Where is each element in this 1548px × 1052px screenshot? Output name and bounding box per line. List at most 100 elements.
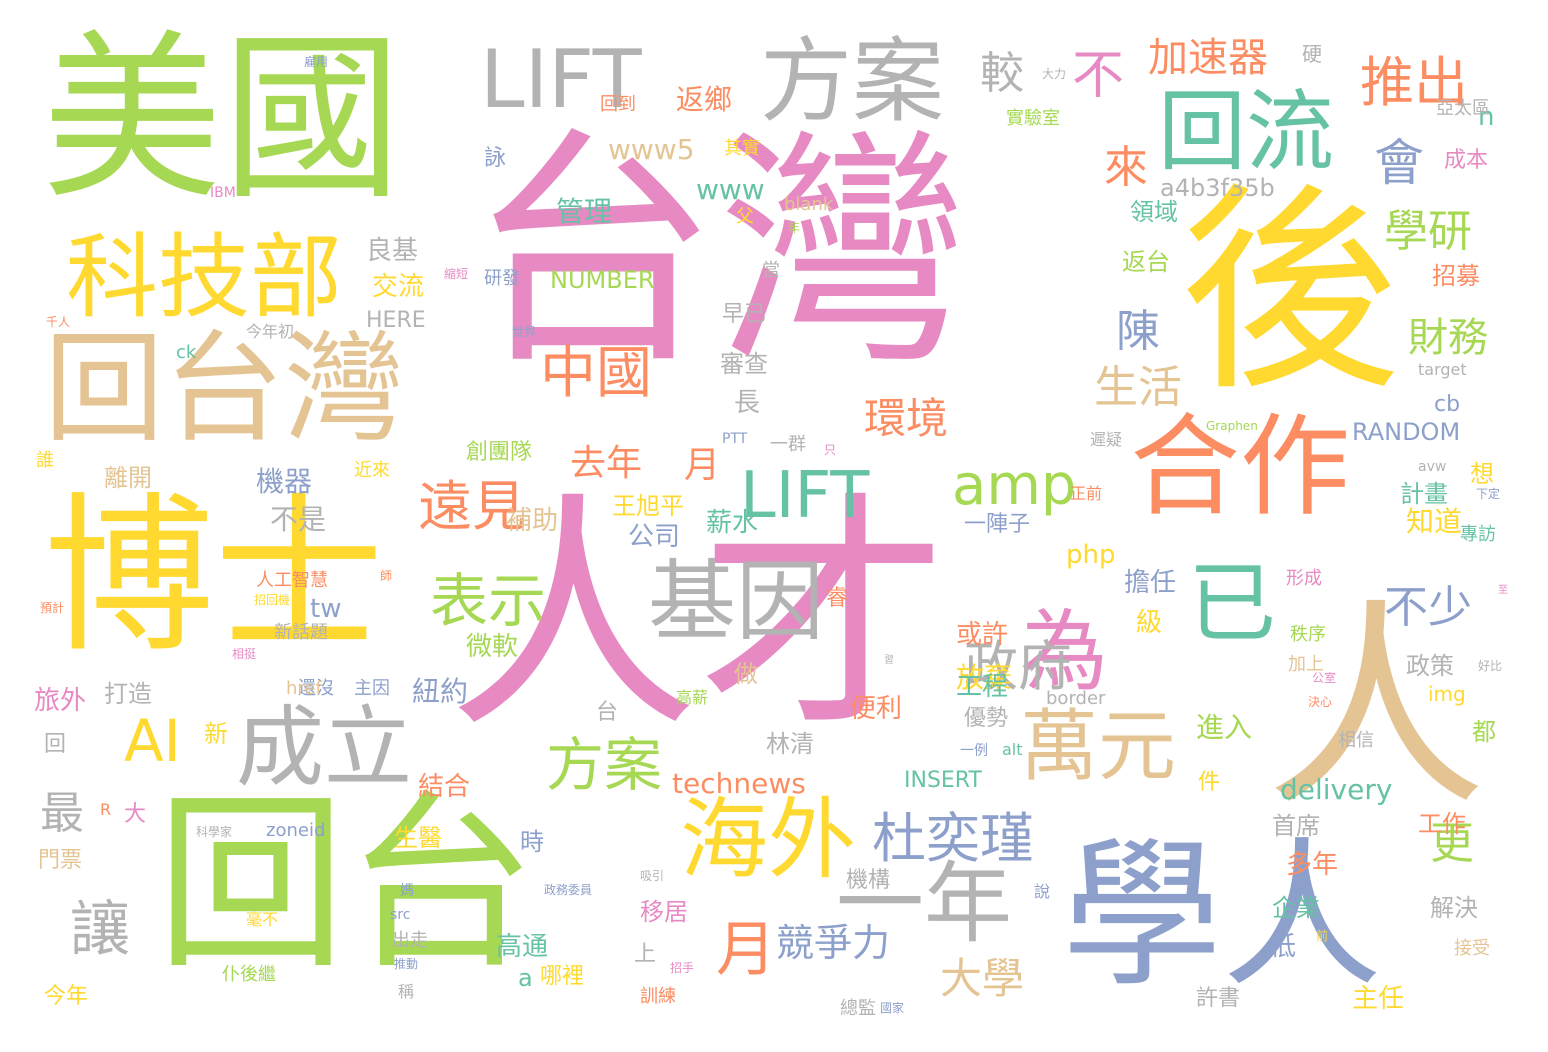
word: border bbox=[1046, 688, 1106, 709]
word: 返鄉 bbox=[676, 83, 733, 116]
word: 中國 bbox=[540, 341, 652, 406]
word: 至 bbox=[1498, 585, 1508, 596]
word: Graphen bbox=[1206, 419, 1258, 433]
word: 仆後繼 bbox=[222, 964, 276, 985]
word: 讓 bbox=[70, 895, 130, 965]
word: img bbox=[1428, 682, 1466, 706]
word: 招募 bbox=[1432, 262, 1480, 290]
word: 結合 bbox=[418, 772, 471, 802]
word: RANDOM bbox=[1352, 418, 1461, 446]
word: 生醫 bbox=[394, 824, 442, 852]
word: 級 bbox=[1136, 608, 1163, 638]
word: 世界 bbox=[512, 325, 537, 339]
word: 財務 bbox=[1408, 315, 1488, 361]
word: 遠見 bbox=[418, 475, 526, 538]
word: 美國 bbox=[42, 15, 403, 224]
word: 旅外 bbox=[34, 686, 87, 716]
word: 首席 bbox=[1272, 812, 1320, 840]
word: ck bbox=[176, 342, 197, 363]
word: 出走 bbox=[392, 930, 428, 951]
word: cb bbox=[1434, 392, 1461, 417]
word: 去年 bbox=[570, 443, 643, 484]
word: 詠 bbox=[484, 146, 507, 171]
word: 師 bbox=[380, 569, 393, 583]
word: 表示 bbox=[430, 567, 547, 635]
word: 一例 bbox=[960, 743, 988, 759]
word: 較 bbox=[980, 48, 1024, 99]
word: n bbox=[1478, 102, 1495, 132]
word: 良基 bbox=[366, 236, 419, 266]
word: 亞太區 bbox=[1436, 98, 1490, 119]
word: 政務委員 bbox=[544, 883, 593, 897]
word: 為 bbox=[1020, 600, 1109, 703]
word: 生活 bbox=[1094, 362, 1182, 413]
word: 一陣子 bbox=[964, 512, 1031, 537]
word: 吸引 bbox=[640, 869, 665, 883]
word: 進入 bbox=[1196, 711, 1253, 744]
word: a bbox=[518, 964, 533, 992]
word: 放棄 bbox=[956, 661, 1013, 694]
word: 還沒 bbox=[298, 678, 334, 699]
word: 管理 bbox=[556, 195, 613, 228]
word: 競爭力 bbox=[776, 921, 891, 965]
word: 環境 bbox=[864, 394, 949, 443]
word: 今年 bbox=[44, 984, 89, 1009]
word: 審查 bbox=[720, 350, 768, 378]
word: IBM bbox=[210, 185, 236, 201]
word: 相挺 bbox=[232, 647, 257, 661]
word: 縮短 bbox=[444, 267, 469, 281]
word: 公室 bbox=[1312, 671, 1337, 685]
word: 媽 bbox=[400, 883, 414, 899]
word: 國家 bbox=[880, 1001, 905, 1015]
word: amp bbox=[952, 453, 1077, 518]
word: 大學 bbox=[940, 954, 1025, 1003]
word: 主因 bbox=[354, 678, 390, 699]
word: 政府 bbox=[964, 635, 1072, 698]
word: 科技部 bbox=[66, 224, 343, 331]
word: 長 bbox=[734, 388, 761, 418]
word: 台灣 bbox=[468, 107, 968, 398]
word: 更 bbox=[1430, 818, 1474, 869]
word: 近來 bbox=[354, 460, 390, 481]
word: 大力 bbox=[1042, 67, 1067, 81]
word: 知道 bbox=[1406, 505, 1463, 538]
word: 雇用 bbox=[304, 55, 329, 69]
word: PTT bbox=[722, 431, 748, 447]
word: 總監 bbox=[840, 998, 876, 1019]
word: 回台灣 bbox=[44, 320, 404, 459]
word: 成立 bbox=[236, 696, 413, 799]
word: 新 bbox=[204, 720, 228, 748]
word: avw bbox=[1418, 459, 1447, 475]
word: 博士 bbox=[44, 478, 385, 676]
word: href bbox=[286, 678, 322, 699]
word: 毫不 bbox=[246, 910, 279, 929]
word: 人 bbox=[1266, 580, 1487, 836]
word: 回到 bbox=[600, 94, 636, 115]
word: 年 bbox=[788, 221, 801, 235]
word: 低 bbox=[1270, 932, 1297, 962]
word: 創團隊 bbox=[466, 440, 533, 465]
word: www5 bbox=[608, 133, 695, 166]
word: 預計 bbox=[40, 601, 65, 615]
word: 回台 bbox=[156, 774, 537, 995]
word: INSERT bbox=[904, 768, 982, 793]
word: 王旭平 bbox=[612, 492, 684, 520]
word: 今年初 bbox=[246, 322, 295, 341]
word: 已 bbox=[1188, 552, 1277, 655]
word: 計畫 bbox=[1400, 480, 1448, 508]
word: technews bbox=[672, 767, 806, 800]
word: 學人 bbox=[1062, 822, 1383, 1009]
word: a4b3f35b bbox=[1160, 174, 1275, 202]
word: 推動 bbox=[394, 957, 419, 971]
word: 工程 bbox=[956, 672, 1009, 702]
word: 會 bbox=[1374, 134, 1424, 192]
word: 千人 bbox=[46, 315, 71, 329]
word: 基因 bbox=[648, 550, 825, 653]
word: 返台 bbox=[1122, 248, 1170, 276]
word: HERE bbox=[366, 308, 426, 333]
word: 薪水 bbox=[706, 508, 759, 538]
word: 只 bbox=[824, 443, 837, 457]
word: 好比 bbox=[1478, 659, 1503, 673]
word: 擔任 bbox=[1124, 568, 1177, 598]
word: 公司 bbox=[628, 522, 681, 552]
